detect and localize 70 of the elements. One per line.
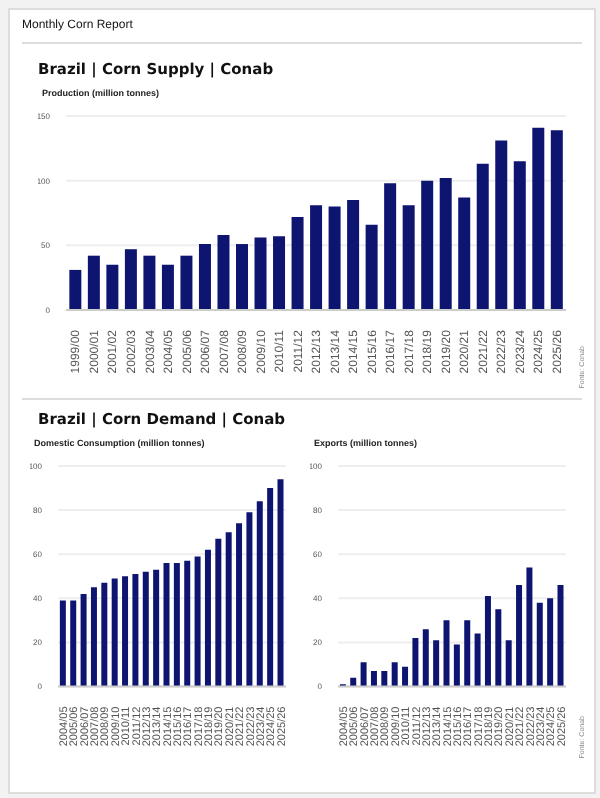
bar	[267, 488, 274, 687]
bar	[70, 600, 77, 687]
bar	[173, 563, 180, 687]
bar	[273, 236, 286, 310]
bar	[439, 178, 452, 310]
bar	[433, 640, 440, 687]
bar	[153, 569, 160, 687]
bar	[90, 587, 97, 687]
bar	[550, 130, 563, 310]
bar	[381, 671, 388, 687]
bar	[536, 602, 543, 687]
bar	[474, 633, 481, 687]
bar	[443, 620, 450, 687]
bar	[484, 596, 491, 687]
bar	[87, 255, 100, 310]
bar	[370, 671, 377, 687]
bar	[495, 140, 508, 310]
bar	[122, 576, 129, 687]
bar	[277, 479, 284, 687]
bar	[532, 127, 545, 310]
bar	[516, 585, 523, 687]
bar	[217, 234, 230, 310]
bar	[163, 563, 170, 687]
bar	[59, 600, 66, 687]
bar	[347, 200, 360, 310]
bar	[526, 567, 533, 687]
bar	[198, 244, 211, 310]
bar	[204, 549, 211, 687]
bar	[402, 666, 409, 687]
bar	[69, 269, 82, 310]
bar	[236, 523, 243, 687]
bar	[256, 501, 263, 687]
bar	[225, 532, 232, 687]
bar	[464, 620, 471, 687]
bar	[402, 205, 415, 310]
bar	[291, 216, 304, 310]
bar	[80, 593, 87, 687]
bar	[547, 598, 554, 687]
bar	[328, 206, 341, 310]
bar	[513, 161, 526, 310]
bar	[194, 556, 201, 687]
bar	[254, 237, 267, 310]
bar	[365, 224, 378, 310]
bar	[384, 183, 397, 310]
bar	[360, 662, 367, 687]
bar	[124, 249, 137, 310]
bar	[161, 264, 174, 310]
bar	[143, 255, 156, 310]
bar	[476, 163, 489, 310]
bar	[236, 244, 248, 310]
bar	[422, 629, 429, 687]
bar	[350, 677, 357, 687]
bar	[391, 662, 398, 687]
bar	[246, 512, 253, 687]
bar	[505, 640, 512, 687]
bar	[111, 578, 118, 687]
bar	[310, 205, 323, 310]
bar	[184, 560, 191, 687]
bar	[132, 574, 139, 687]
bar	[101, 582, 108, 687]
bar	[142, 571, 149, 687]
bar	[421, 180, 434, 310]
bar	[106, 264, 119, 310]
bar	[180, 255, 193, 310]
bar	[453, 644, 460, 687]
bar	[215, 538, 222, 687]
bar	[458, 197, 471, 310]
bar	[412, 637, 419, 687]
bar	[557, 585, 564, 687]
bar	[495, 609, 502, 687]
